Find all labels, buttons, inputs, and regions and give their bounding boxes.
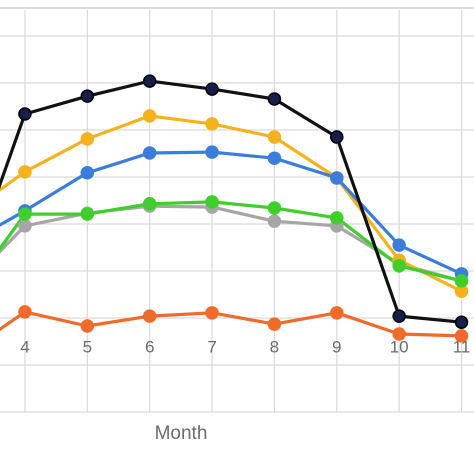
data-point [142, 309, 157, 323]
data-point [18, 207, 32, 221]
series-line [0, 204, 462, 283]
data-point [392, 238, 406, 252]
data-point [18, 305, 32, 319]
data-point [392, 309, 406, 323]
data-point [80, 207, 95, 221]
x-axis-title: Month [155, 423, 208, 444]
plot-area [0, 74, 469, 343]
data-point [80, 166, 95, 180]
data-point [267, 201, 282, 215]
data-point [267, 130, 282, 144]
data-point [267, 214, 282, 228]
data-point [330, 306, 344, 320]
data-point [267, 317, 282, 331]
data-point [205, 117, 219, 131]
data-point [454, 315, 469, 329]
x-tick-label: 6 [145, 337, 154, 356]
data-point [18, 107, 32, 121]
data-point [205, 82, 219, 96]
x-tick-label: 5 [83, 337, 92, 356]
x-tick-label: 7 [207, 337, 216, 356]
data-point [142, 146, 157, 160]
data-point [330, 211, 344, 225]
data-point [267, 151, 282, 165]
data-point [454, 274, 469, 288]
x-tick-label: 4 [20, 337, 29, 356]
data-point [330, 171, 344, 185]
data-point [205, 195, 219, 209]
series-line [0, 79, 462, 324]
data-point [80, 132, 95, 146]
x-tick-label: 8 [270, 337, 279, 356]
data-point [392, 259, 406, 273]
data-point [330, 130, 344, 144]
data-point [80, 319, 95, 333]
data-point [142, 109, 157, 123]
data-point [18, 165, 32, 179]
data-point [267, 92, 282, 106]
x-tick-label: 10 [390, 337, 409, 356]
data-point [392, 327, 406, 341]
data-point [80, 89, 95, 103]
data-point [454, 329, 469, 343]
data-point [205, 145, 219, 159]
data-point [142, 74, 157, 88]
data-point [18, 219, 32, 233]
x-tick-label: 9 [332, 337, 341, 356]
x-tick-label: 11 [453, 337, 471, 356]
data-point [142, 197, 157, 211]
data-point [205, 306, 219, 320]
